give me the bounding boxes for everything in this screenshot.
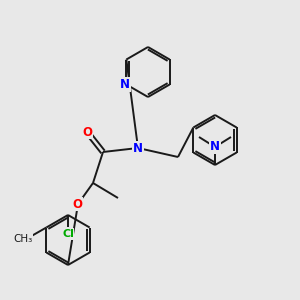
- Text: O: O: [82, 125, 92, 139]
- Text: N: N: [133, 142, 143, 154]
- Text: O: O: [72, 197, 82, 211]
- Text: N: N: [120, 78, 130, 91]
- Text: CH₃: CH₃: [14, 233, 33, 244]
- Text: Cl: Cl: [62, 229, 74, 239]
- Text: N: N: [210, 140, 220, 154]
